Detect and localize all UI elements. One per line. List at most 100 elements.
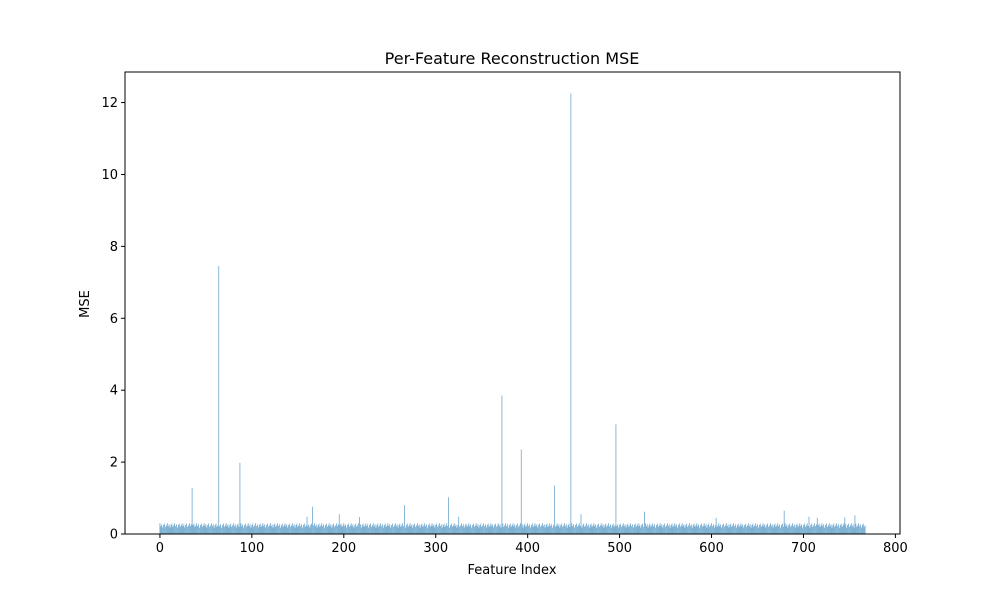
bar-feature-304 [439,523,440,534]
bar-feature-499 [618,527,620,534]
bar-feature-617 [726,526,728,534]
bar-feature-577 [690,526,691,534]
bar-feature-244 [383,525,385,534]
bar-feature-641 [748,526,750,534]
bar-feature-129 [278,526,279,534]
bar-feature-286 [422,526,424,534]
bar-feature-198 [341,526,343,534]
bar-feature-576 [689,523,690,534]
bar-feature-581 [693,523,695,534]
bar-feature-193 [337,526,338,534]
bar-feature-201 [344,526,346,534]
bar-feature-610 [720,524,722,534]
bar-feature-192 [336,523,337,534]
bar-feature-393 [520,449,522,534]
bar-feature-381 [509,523,511,534]
bar-feature-222 [363,526,365,534]
bar-feature-253 [392,523,393,534]
bar-feature-474 [595,524,597,534]
bar-feature-708 [810,525,812,534]
bar-feature-48 [203,523,205,534]
bar-feature-25 [182,526,184,534]
bar-feature-424 [549,523,551,534]
bar-feature-171 [316,527,318,534]
bar-feature-553 [667,526,669,534]
bar-feature-666 [771,524,773,534]
bar-feature-559 [673,525,675,534]
bar-feature-374 [503,526,505,534]
bar-feature-55 [210,525,211,534]
bar-feature-604 [714,525,716,534]
bar-feature-169 [314,526,316,534]
bar-feature-367 [496,525,498,534]
bar-feature-456 [578,523,580,534]
bar-feature-278 [415,526,416,534]
bar-feature-347 [478,527,480,534]
bar-feature-182 [326,526,328,534]
bar-feature-327 [460,525,461,534]
x-tick-label: 100 [239,541,264,556]
bar-feature-317 [451,523,452,534]
bar-feature-74 [227,524,229,534]
bar-feature-138 [286,524,288,534]
bar-feature-92 [244,525,245,534]
bar-feature-60 [214,525,216,534]
bar-feature-10 [168,524,170,534]
bar-feature-696 [799,523,801,534]
bar-feature-96 [247,523,249,534]
bar-feature-88 [240,523,242,534]
bar-feature-626 [735,524,736,534]
bar-feature-311 [445,525,447,534]
bar-feature-122 [271,524,273,534]
chart-title: Per-Feature Reconstruction MSE [385,49,640,68]
bar-feature-134 [282,526,284,534]
bar-feature-693 [796,523,798,534]
bar-feature-175 [320,525,322,534]
bar-feature-12 [170,525,172,534]
bar-feature-766 [863,526,865,534]
bar-feature-38 [194,526,196,534]
bar-feature-491 [610,527,612,534]
bar-feature-716 [817,525,819,534]
bar-feature-241 [381,526,382,534]
bar-feature-740 [839,525,841,534]
bar-feature-605 [715,517,717,534]
bar-feature-571 [684,527,686,534]
bar-feature-761 [859,526,860,534]
bar-feature-21 [178,523,180,534]
bar-feature-616 [725,523,727,534]
bar-feature-588 [700,525,701,534]
bar-feature-612 [722,525,723,534]
bar-feature-339 [471,527,472,534]
bar-feature-548 [663,525,665,534]
bar-feature-99 [250,527,252,534]
bar-feature-594 [705,524,707,534]
bar-feature-627 [735,527,737,534]
bar-feature-560 [674,523,676,534]
bar-feature-387 [515,527,517,534]
bar-feature-736 [836,523,837,534]
bar-feature-194 [337,524,339,534]
bar-feature-592 [703,523,705,534]
bar-feature-113 [263,526,265,534]
bar-feature-681 [785,526,787,534]
bar-feature-325 [458,516,460,534]
bar-feature-267 [405,527,406,534]
bar-feature-672 [777,523,779,534]
bar-feature-81 [234,526,235,534]
bar-feature-755 [853,527,855,534]
bar-feature-567 [680,525,682,534]
bar-feature-170 [315,524,317,534]
bar-feature-743 [842,525,844,534]
bar-feature-732 [832,525,834,534]
bar-feature-480 [600,523,602,534]
bar-feature-758 [856,526,858,534]
bar-feature-252 [391,525,392,534]
bar-feature-526 [643,526,644,534]
bar-feature-228 [369,525,370,534]
bar-feature-45 [200,523,202,534]
bar-feature-544 [659,523,661,534]
bar-feature-723 [824,527,825,534]
bar-feature-132 [280,525,282,534]
bar-feature-135 [283,525,285,534]
